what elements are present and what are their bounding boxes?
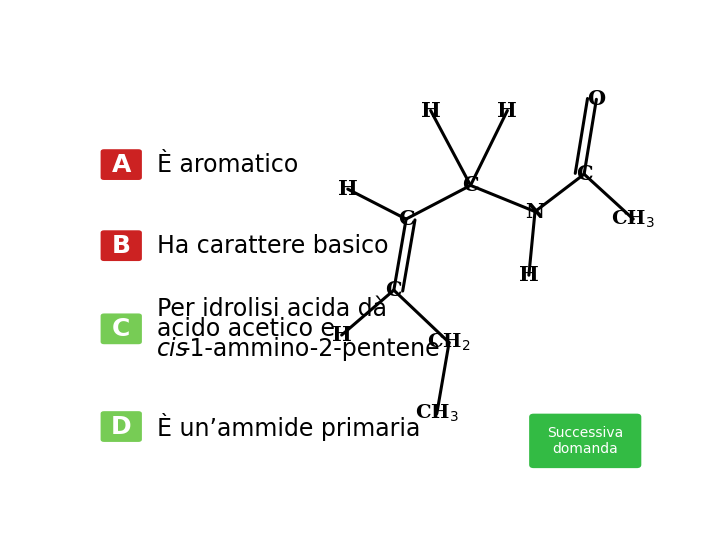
Text: C: C <box>385 280 402 300</box>
FancyBboxPatch shape <box>101 313 142 344</box>
Text: È aromatico: È aromatico <box>157 153 298 177</box>
Text: -1-ammino-2-pentene: -1-ammino-2-pentene <box>181 337 441 361</box>
Text: È un’ammide primaria: È un’ammide primaria <box>157 413 420 441</box>
FancyBboxPatch shape <box>101 411 142 442</box>
Text: Ha carattere basico: Ha carattere basico <box>157 234 389 258</box>
Text: Per idrolisi acida dà: Per idrolisi acida dà <box>157 297 387 321</box>
Text: CH$_2$: CH$_2$ <box>428 332 471 353</box>
Text: B: B <box>112 234 131 258</box>
Text: H: H <box>332 325 351 345</box>
Text: N: N <box>526 201 544 221</box>
Text: Successiva
domanda: Successiva domanda <box>547 426 624 456</box>
Text: A: A <box>112 153 131 177</box>
Text: H: H <box>498 100 518 120</box>
Text: H: H <box>338 179 358 199</box>
FancyBboxPatch shape <box>101 230 142 261</box>
Text: D: D <box>111 415 132 438</box>
Text: C: C <box>462 176 479 195</box>
Text: CH$_3$: CH$_3$ <box>415 403 459 424</box>
Text: cis: cis <box>157 337 189 361</box>
Text: C: C <box>112 317 130 341</box>
Text: C: C <box>397 209 415 229</box>
FancyBboxPatch shape <box>101 149 142 180</box>
FancyBboxPatch shape <box>529 414 642 468</box>
Text: C: C <box>576 164 593 184</box>
Text: H: H <box>420 100 441 120</box>
Text: CH$_3$: CH$_3$ <box>611 208 655 230</box>
Text: H: H <box>519 265 539 285</box>
Text: acido acetico e: acido acetico e <box>157 317 335 341</box>
Text: O: O <box>588 89 606 109</box>
